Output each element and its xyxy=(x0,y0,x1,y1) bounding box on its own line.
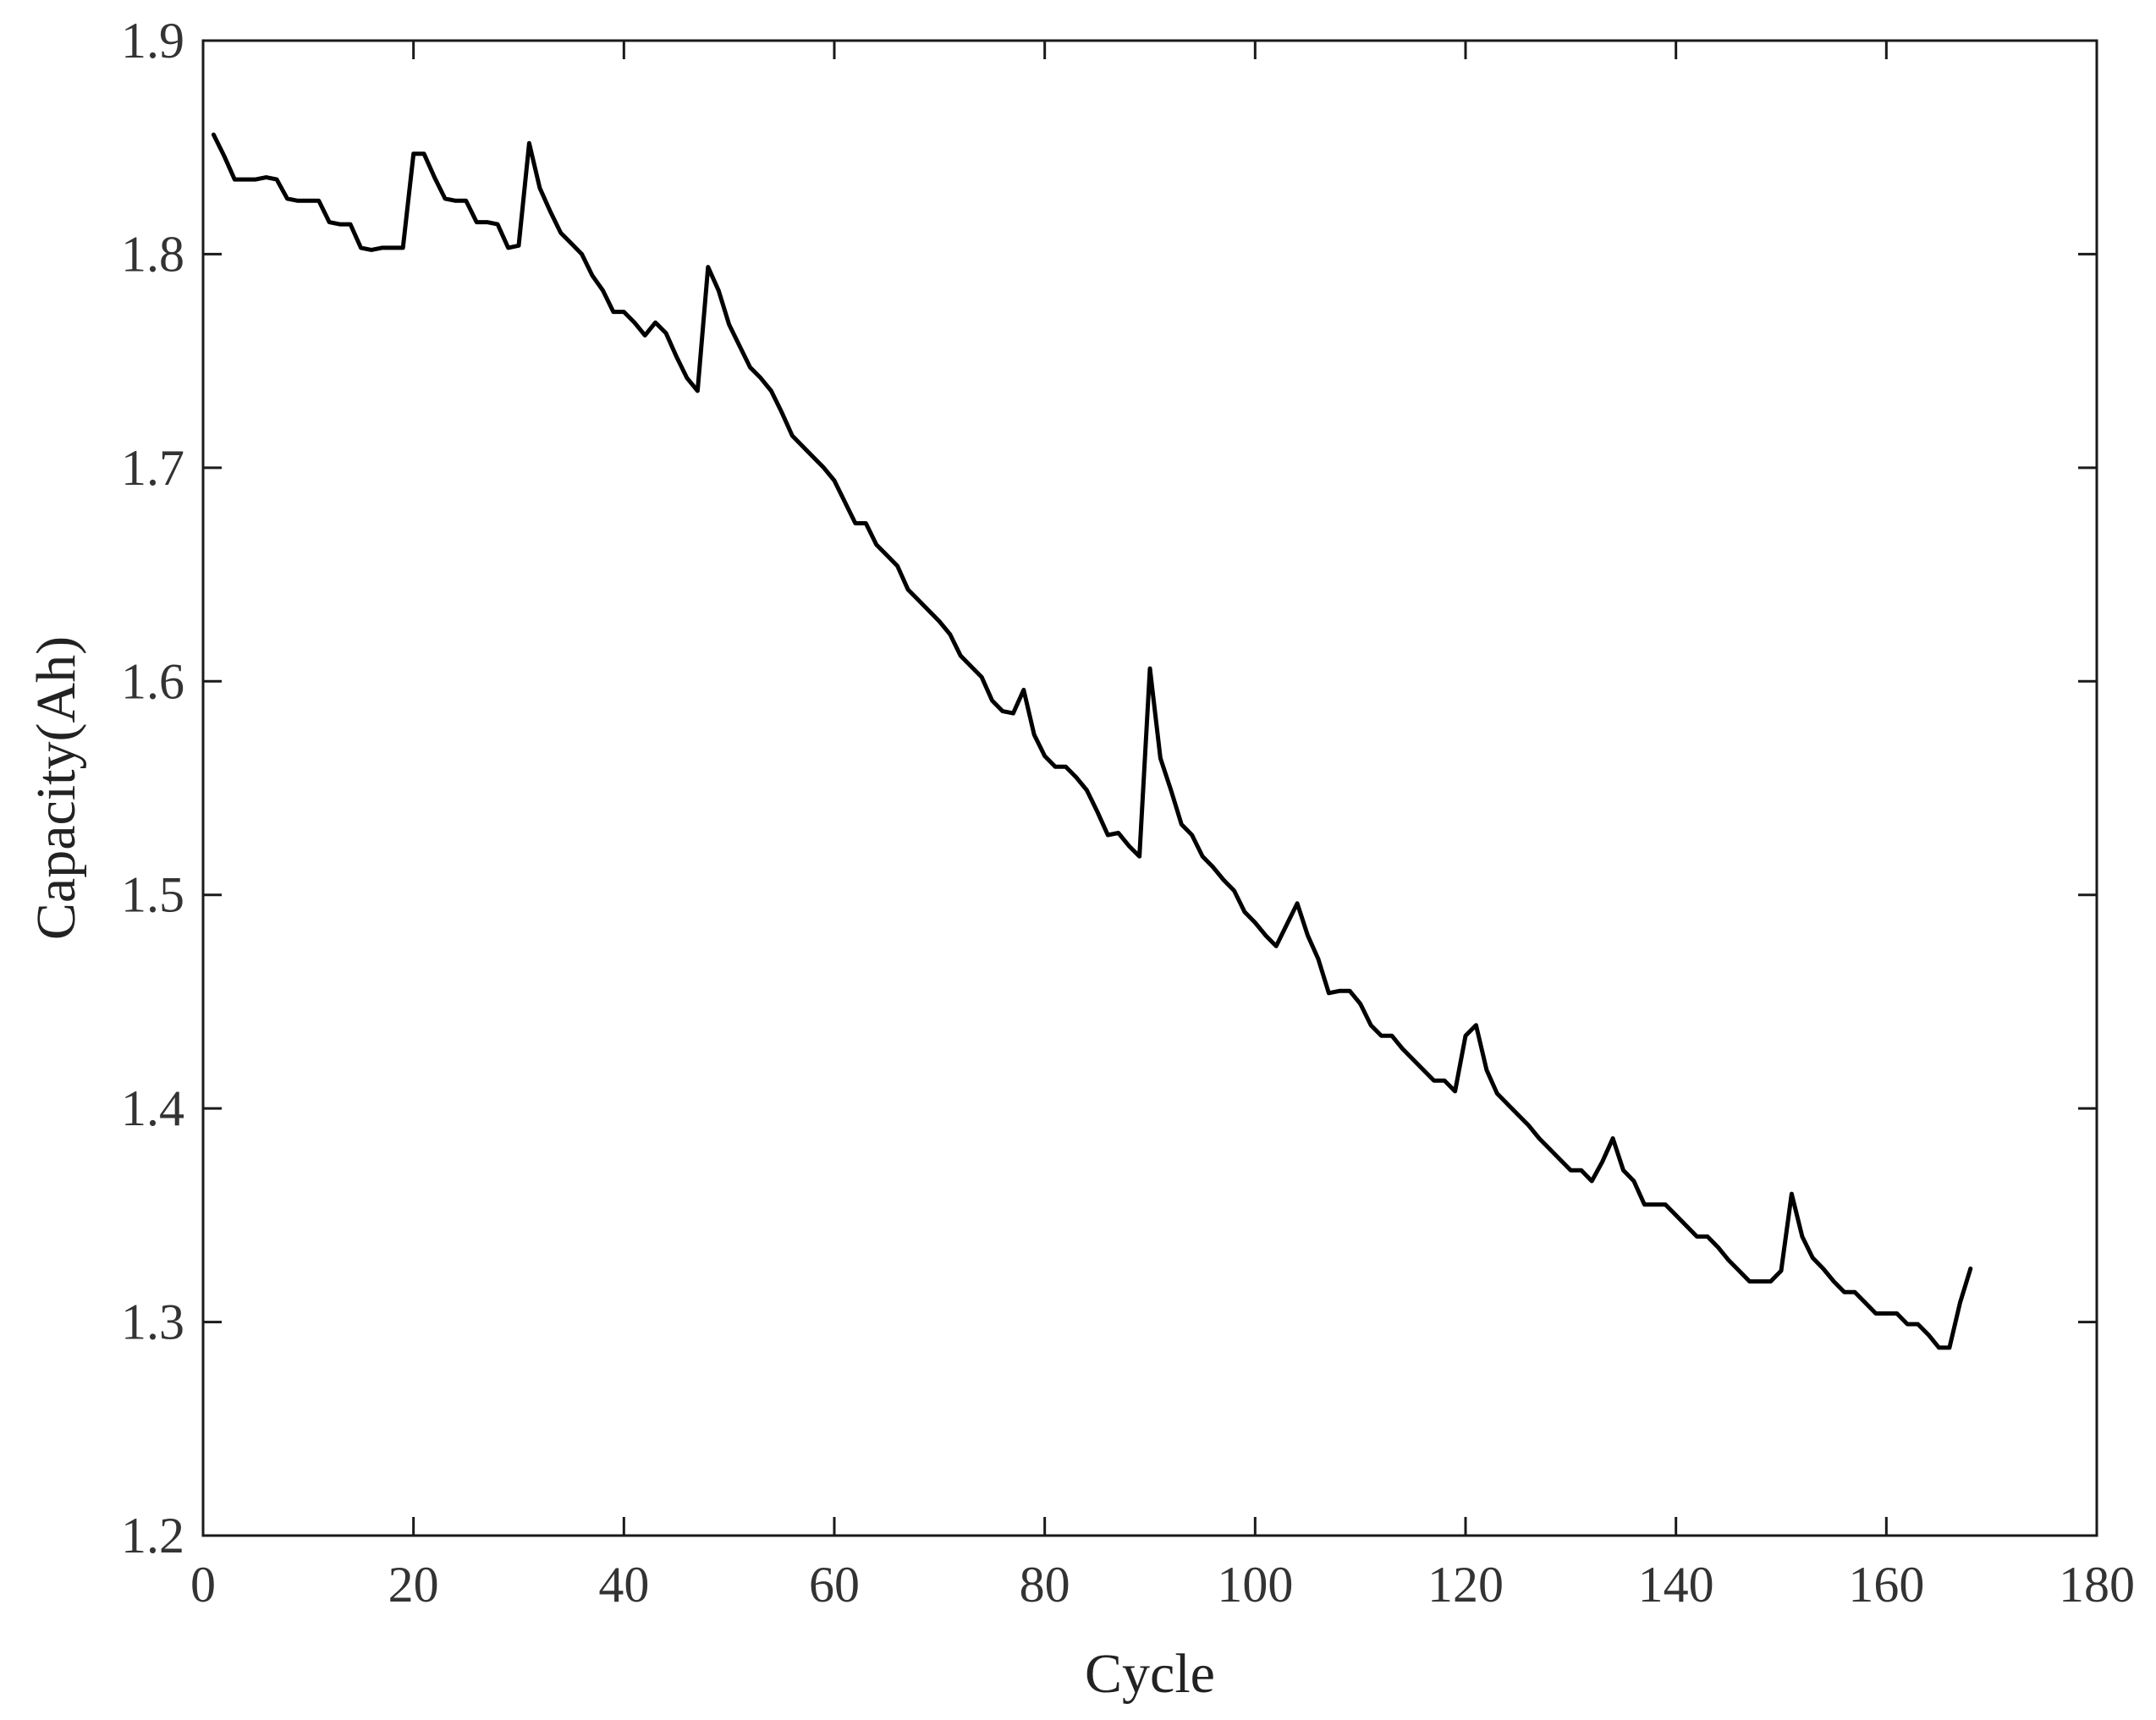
y-tick-label: 1.8 xyxy=(121,226,184,282)
y-tick-label: 1.3 xyxy=(121,1294,184,1350)
y-axis-label: Capacity(Ah) xyxy=(25,636,87,940)
x-tick-label: 60 xyxy=(809,1557,860,1613)
y-tick-label: 1.9 xyxy=(121,13,184,69)
y-tick-label: 1.2 xyxy=(121,1508,184,1563)
axis-ticks xyxy=(201,39,2098,1537)
x-tick-label: 100 xyxy=(1217,1557,1293,1613)
x-tick-label: 0 xyxy=(190,1557,216,1613)
y-tick-label: 1.5 xyxy=(121,867,184,923)
y-tick-label: 1.6 xyxy=(121,653,184,709)
x-tick-label: 40 xyxy=(598,1557,649,1613)
x-tick-label: 120 xyxy=(1427,1557,1504,1613)
y-tick-label: 1.4 xyxy=(121,1080,184,1136)
x-tick-label: 160 xyxy=(1848,1557,1924,1613)
x-tick-label: 20 xyxy=(388,1557,439,1613)
axes-box xyxy=(201,39,2098,1537)
x-tick-label: 180 xyxy=(2059,1557,2135,1613)
x-axis-label: Cycle xyxy=(1085,1643,1215,1705)
x-tick-label: 80 xyxy=(1020,1557,1070,1613)
capacity-series-line xyxy=(211,132,1973,1350)
x-tick-label: 140 xyxy=(1638,1557,1714,1613)
y-tick-label: 1.7 xyxy=(121,440,184,496)
axis-tick-labels: 0 20 40 60 80 100 120 140 160 180 1.2 1.3 1.4 1.5 1.6 1… xyxy=(121,13,2135,1613)
